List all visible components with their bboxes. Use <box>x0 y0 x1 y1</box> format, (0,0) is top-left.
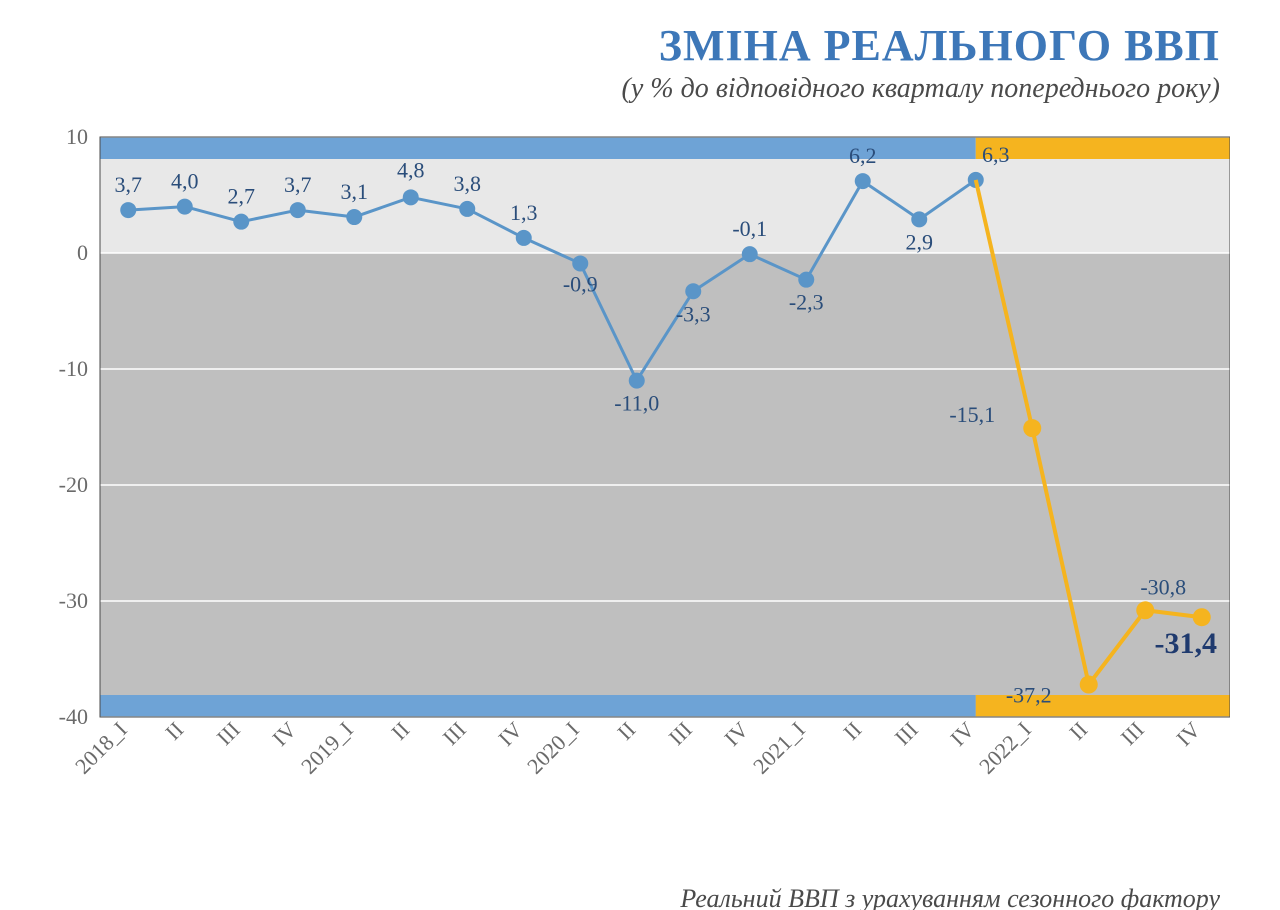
data-point <box>403 189 419 205</box>
data-label: -11,0 <box>614 391 659 416</box>
x-tick-label: 2020_I <box>522 717 584 779</box>
chart-area: -40-30-20-100102018_IIIIIIIV2019_IIIIIII… <box>30 117 1250 882</box>
data-point <box>572 255 588 271</box>
data-label: -37,2 <box>1006 683 1052 708</box>
data-point <box>177 199 193 215</box>
x-tick-label: IV <box>493 717 527 751</box>
data-label: 2,9 <box>906 229 934 254</box>
data-point <box>459 201 475 217</box>
data-point <box>911 211 927 227</box>
data-label: 6,2 <box>849 143 877 168</box>
y-tick-label: 10 <box>66 124 88 149</box>
footnote: Реальний ВВП з урахуванням сезонного фак… <box>30 882 1220 910</box>
x-tick-label: III <box>438 717 471 750</box>
x-tick-label: IV <box>1171 717 1205 751</box>
data-label: 6,3 <box>982 142 1010 167</box>
x-tick-label: II <box>612 717 640 745</box>
y-tick-label: 0 <box>77 240 88 265</box>
data-point <box>1023 419 1041 437</box>
chart-title: ЗМІНА РЕАЛЬНОГО ВВП <box>30 20 1220 71</box>
data-point <box>233 214 249 230</box>
data-point <box>120 202 136 218</box>
chart-subtitle: (у % до відповідного кварталу попередньо… <box>30 73 1220 105</box>
data-label: 3,7 <box>284 172 312 197</box>
x-tick-label: II <box>160 717 188 745</box>
x-tick-label: III <box>890 717 923 750</box>
data-label: 3,7 <box>115 172 143 197</box>
data-label: 4,0 <box>171 169 199 194</box>
x-tick-label: 2019_I <box>296 717 358 779</box>
x-tick-label: III <box>1116 717 1149 750</box>
x-tick-label: II <box>838 717 866 745</box>
data-point <box>629 373 645 389</box>
x-tick-label: 2022_I <box>974 717 1036 779</box>
data-label: -31,4 <box>1155 627 1218 660</box>
line-chart: -40-30-20-100102018_IIIIIIIV2019_IIIIIII… <box>30 117 1230 877</box>
data-point <box>346 209 362 225</box>
data-label: -2,3 <box>789 290 824 315</box>
data-label: 3,1 <box>341 179 369 204</box>
data-label: 1,3 <box>510 200 538 225</box>
data-label: -0,1 <box>732 216 767 241</box>
data-point <box>742 246 758 262</box>
y-tick-label: -10 <box>59 356 88 381</box>
data-label: 4,8 <box>397 157 425 182</box>
data-label: -15,1 <box>949 402 995 427</box>
y-tick-label: -20 <box>59 472 88 497</box>
y-tick-label: -30 <box>59 588 88 613</box>
data-label: 2,7 <box>228 184 256 209</box>
x-tick-label: IV <box>719 717 753 751</box>
data-label: 3,8 <box>454 171 482 196</box>
data-point <box>1080 676 1098 694</box>
footnote-line1: Реальний ВВП з урахуванням сезонного фак… <box>680 884 1220 910</box>
x-tick-label: 2021_I <box>748 717 810 779</box>
data-label: -30,8 <box>1140 574 1186 599</box>
data-point <box>798 272 814 288</box>
data-label: -3,3 <box>676 301 711 326</box>
x-tick-label: II <box>1064 717 1092 745</box>
data-point <box>516 230 532 246</box>
data-point <box>1193 608 1211 626</box>
data-point <box>1136 601 1154 619</box>
x-tick-label: IV <box>945 717 979 751</box>
data-point <box>685 283 701 299</box>
y-tick-label: -40 <box>59 704 88 729</box>
x-tick-label: II <box>386 717 414 745</box>
x-tick-label: IV <box>267 717 301 751</box>
x-tick-label: III <box>212 717 245 750</box>
data-label: -0,9 <box>563 271 598 296</box>
data-point <box>290 202 306 218</box>
data-point <box>855 173 871 189</box>
x-tick-label: III <box>664 717 697 750</box>
